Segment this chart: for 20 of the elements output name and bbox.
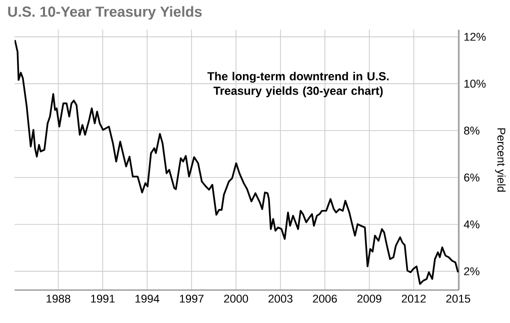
x-tick-label: 1994 xyxy=(136,294,160,303)
y-tick-label: 2% xyxy=(464,267,480,276)
y-tick-label: 8% xyxy=(464,126,480,134)
x-tick-label: 2012 xyxy=(402,294,426,303)
x-tick-label: 2015 xyxy=(446,294,470,303)
chart-title: U.S. 10-Year Treasury Yields xyxy=(8,6,202,20)
x-tick-label: 1997 xyxy=(180,294,204,303)
y-tick-label: 6% xyxy=(464,173,480,182)
x-tick-label: 2000 xyxy=(224,294,248,303)
x-tick-label: 2003 xyxy=(268,294,292,303)
annotation: The long-term downtrend in U.S. Treasury yields (30-year chart) xyxy=(207,72,389,98)
line-series xyxy=(14,39,459,285)
x-tick-label: 2006 xyxy=(312,294,337,303)
y-tick-label: 10% xyxy=(464,80,486,88)
x-tick-label: 1991 xyxy=(91,294,115,303)
y-axis-title: Percent yield xyxy=(495,128,506,192)
y-tick-label: 12% xyxy=(464,32,486,41)
y-tick-label: 4% xyxy=(464,220,480,228)
x-tick-label: 1988 xyxy=(46,294,70,303)
x-tick-label: 2009 xyxy=(357,294,382,303)
